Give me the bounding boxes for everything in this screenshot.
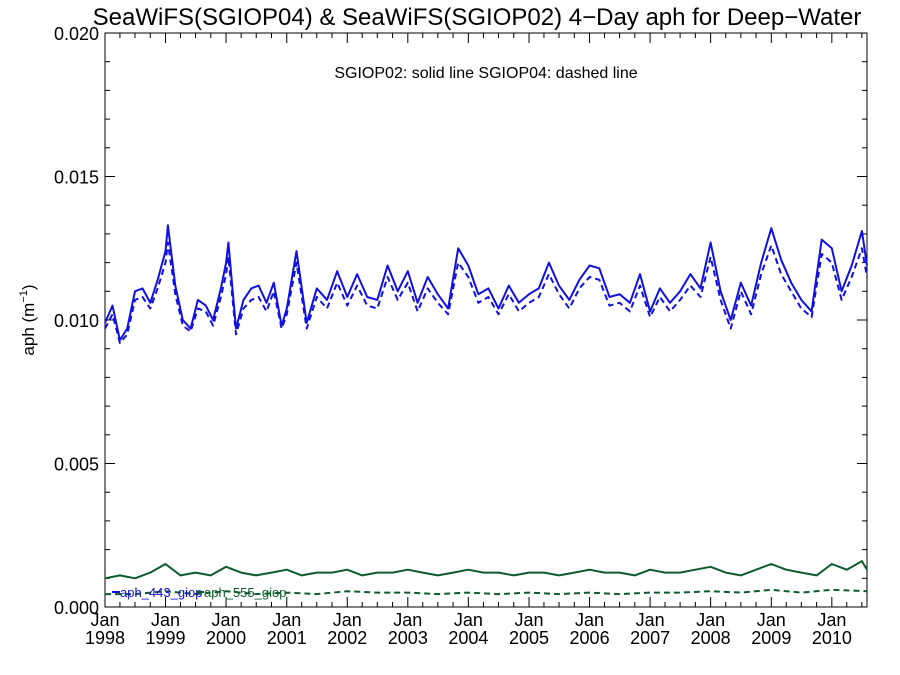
plot-frame xyxy=(104,32,868,608)
y-axis-label-exponent: −1 xyxy=(18,290,30,303)
y-axis: 0.000 0.005 0.010 0.015 0.020 xyxy=(54,24,867,618)
x-tick-year-label: 2010 xyxy=(812,628,852,648)
aph-555-giop-dashed-line xyxy=(105,588,868,596)
x-tick-year-label: 2001 xyxy=(267,628,307,648)
series-group xyxy=(104,224,868,596)
x-tick-year-label: 2000 xyxy=(206,628,246,648)
x-tick-year-label: 2005 xyxy=(509,628,549,648)
aph-555-giop-solid-line xyxy=(104,560,868,580)
legend-label: aph_555_giop xyxy=(204,585,286,600)
aph-443-giop-solid-line xyxy=(104,224,868,342)
line-style-note: SGIOP02: solid line SGIOP04: dashed line xyxy=(334,65,637,82)
x-tick-month-label: Jan xyxy=(696,610,725,630)
x-tick-month-label: Jan xyxy=(757,610,786,630)
x-tick-year-label: 2006 xyxy=(570,628,610,648)
y-tick-label: 0.005 xyxy=(54,455,99,475)
x-tick-year-label: 2002 xyxy=(327,628,367,648)
x-tick-month-label: Jan xyxy=(393,610,422,630)
y-tick-label: 0.000 xyxy=(54,598,99,618)
x-tick-year-label: 1998 xyxy=(85,628,125,648)
legend-label: aph_443_giop xyxy=(120,585,202,600)
x-tick-year-label: 2007 xyxy=(630,628,670,648)
y-axis-label-main: aph (m xyxy=(19,303,38,356)
chart-title: SeaWiFS(SGIOP04) & SeaWiFS(SGIOP02) 4−Da… xyxy=(93,4,862,31)
x-tick-month-label: Jan xyxy=(454,610,483,630)
x-tick-month-label: Jan xyxy=(636,610,665,630)
x-tick-month-label: Jan xyxy=(575,610,604,630)
x-tick-month-label: Jan xyxy=(333,610,362,630)
x-tick-month-label: Jan xyxy=(515,610,544,630)
x-tick-year-label: 1999 xyxy=(146,628,186,648)
x-tick-year-label: 2004 xyxy=(448,628,488,648)
legend: aph_443_giop aph_555_giop xyxy=(112,585,286,600)
x-tick-year-label: 2003 xyxy=(388,628,428,648)
y-tick-label: 0.015 xyxy=(54,168,99,188)
y-axis-label: aph (m−1) xyxy=(18,284,38,355)
x-tick-month-label: Jan xyxy=(212,610,241,630)
y-tick-label: 0.010 xyxy=(54,311,99,331)
y-tick-label: 0.020 xyxy=(54,24,99,44)
y-axis-label-close: ) xyxy=(19,284,38,290)
x-tick-month-label: Jan xyxy=(817,610,846,630)
x-tick-year-label: 2008 xyxy=(691,628,731,648)
x-tick-month-label: Jan xyxy=(90,610,119,630)
x-tick-month-label: Jan xyxy=(151,610,180,630)
aph-443-giop-dashed-line xyxy=(104,241,868,344)
x-tick-year-label: 2009 xyxy=(751,628,791,648)
x-axis: Jan1998Jan1999Jan2000Jan2001Jan2002Jan20… xyxy=(85,33,863,648)
x-tick-month-label: Jan xyxy=(272,610,301,630)
